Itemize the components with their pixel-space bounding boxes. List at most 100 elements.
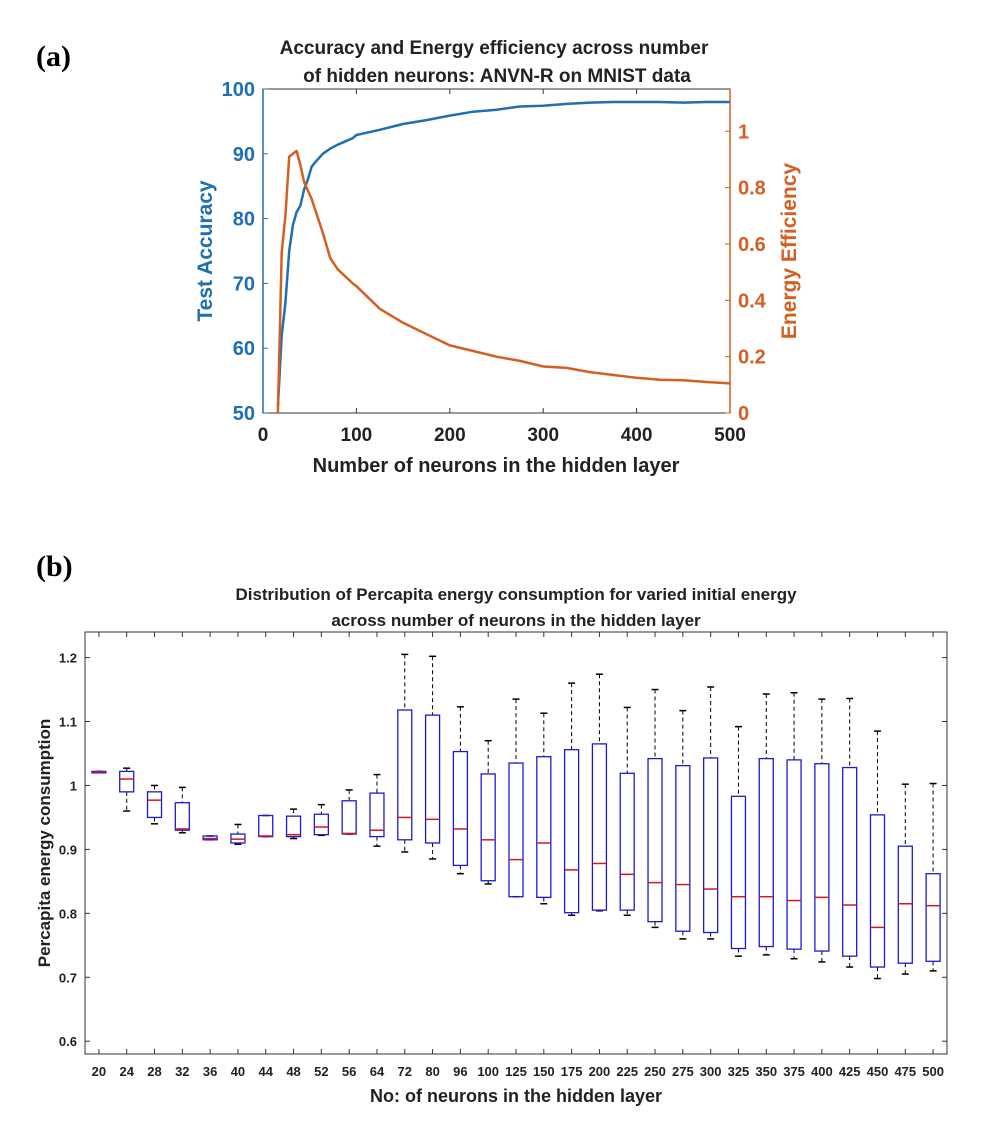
box-iqr [119,770,135,793]
chart-a-right-tick-label: 0 [738,403,749,425]
chart-b-x-tick-label: 375 [783,1064,805,1079]
chart-b-x-tick-label: 32 [175,1064,189,1079]
box-48 [285,808,302,840]
chart-b-x-tick-label: 400 [811,1064,833,1079]
box-20 [91,770,107,774]
chart-b-x-tick-label: 225 [616,1064,638,1079]
box-iqr [563,748,580,914]
box-250 [647,688,663,929]
chart-b-y-tick-label: 1.2 [59,651,77,666]
box-44 [258,814,274,838]
chart-b-x-tick-label: 96 [453,1064,467,1079]
box-175 [563,682,580,917]
box-150 [536,712,552,905]
box-300 [702,686,719,940]
box-200 [591,673,608,912]
chart-a-right-y-label: Energy Efficiency [778,163,801,340]
chart-b-x-tick-label: 20 [92,1064,106,1079]
box-64 [369,773,385,847]
box-500 [925,782,941,972]
box-96 [452,706,469,875]
box-125 [508,698,524,898]
box-iqr [174,802,190,831]
panel-b: (b) Distribution of Percapita energy con… [35,550,948,1106]
chart-a-x-axis: 0 100 200 300 400 500 [258,89,746,446]
chart-b-y-tick-label: 1 [70,778,77,793]
box-iqr [313,813,330,836]
box-iqr [146,791,163,819]
box-iqr [424,714,441,844]
chart-b-x-tick-label: 325 [728,1064,750,1079]
chart-b-x-tick-label: 100 [477,1064,499,1079]
chart-b-x-tick-label: 300 [700,1064,722,1079]
box-275 [675,709,691,940]
box-iqr [814,763,830,952]
box-80 [424,655,441,860]
chart-b-x-tick-label: 175 [561,1064,583,1079]
chart-b-x-axis: 20 24 28 32 36 40 44 48 52 56 64 72 80 96 100 125 150 175… [92,632,944,1079]
box-iqr [508,762,524,898]
box-iqr [842,766,858,957]
chart-b-boxes [91,653,941,980]
box-100 [480,739,496,885]
chart-a-left-y-label: Test Accuracy [194,180,217,322]
box-32 [174,786,190,834]
panel-b-label: (b) [36,550,73,583]
box-iqr [647,757,663,923]
box-iqr [536,756,552,898]
chart-b-x-tick-label: 475 [894,1064,916,1079]
chart-b-title-line-1: Distribution of Percapita energy consump… [235,585,797,604]
chart-a-plot-area [262,88,731,414]
chart-b-y-axis: 0.6 0.7 0.8 0.9 1 1.1 1.2 [59,651,947,1049]
box-56 [341,789,357,835]
series-line-energy-efficiency [276,149,731,414]
chart-b-x-tick-label: 64 [370,1064,385,1079]
chart-b-y-tick-label: 0.9 [59,842,77,857]
chart-a-left-tick-label: 90 [233,144,255,166]
box-375 [786,691,802,960]
box-iqr [369,792,385,838]
chart-b-x-tick-label: 450 [867,1064,889,1079]
box-400 [814,698,830,963]
box-28 [146,784,163,825]
chart-b-x-tick-label: 275 [672,1064,694,1079]
chart-a-x-tick-label: 200 [434,425,466,446]
chart-b-x-tick-label: 36 [203,1064,217,1079]
box-225 [619,706,635,917]
box-iqr [730,795,747,950]
chart-a-title-line-1: Accuracy and Energy efficiency across nu… [280,38,709,59]
chart-a-left-tick-label: 100 [222,79,255,101]
chart-b-x-tick-label: 52 [314,1064,328,1079]
chart-b-y-tick-label: 0.8 [59,906,77,921]
box-iqr [897,845,913,964]
box-iqr [480,773,496,882]
box-iqr [591,743,608,911]
chart-a-left-tick-label: 70 [233,273,255,295]
chart-a-x-tick-label: 500 [714,425,746,446]
chart-a-left-tick-label: 50 [233,403,255,425]
chart-b-x-tick-label: 425 [839,1064,861,1079]
chart-a-x-tick-label: 0 [258,425,269,446]
chart-b-x-tick-label: 250 [644,1064,666,1079]
chart-b-x-tick-label: 24 [119,1064,134,1079]
chart-a-left-tick-label: 60 [233,338,255,360]
box-450 [869,730,886,980]
box-36 [202,835,218,841]
chart-b-x-tick-label: 40 [231,1064,245,1079]
box-iqr [397,709,413,841]
chart-a-right-tick-label: 0.2 [738,347,766,369]
box-iqr [869,814,886,968]
box-iqr [758,757,774,948]
box-iqr [452,750,469,867]
chart-a-x-tick-label: 300 [527,425,559,446]
chart-b-y-tick-label: 0.6 [59,1034,77,1049]
box-52 [313,803,330,837]
chart-a-title-line-2: of hidden neurons: ANVN-R on MNIST data [303,66,691,87]
chart-a-x-tick-label: 400 [621,425,653,446]
chart-a-right-axis: 0 0.2 0.4 0.6 0.8 1 [725,89,767,425]
chart-b-y-tick-label: 1.1 [59,715,77,730]
box-iqr [285,815,302,838]
chart-b-x-tick-label: 28 [147,1064,161,1079]
chart-b-x-tick-label: 56 [342,1064,356,1079]
box-350 [758,693,774,956]
